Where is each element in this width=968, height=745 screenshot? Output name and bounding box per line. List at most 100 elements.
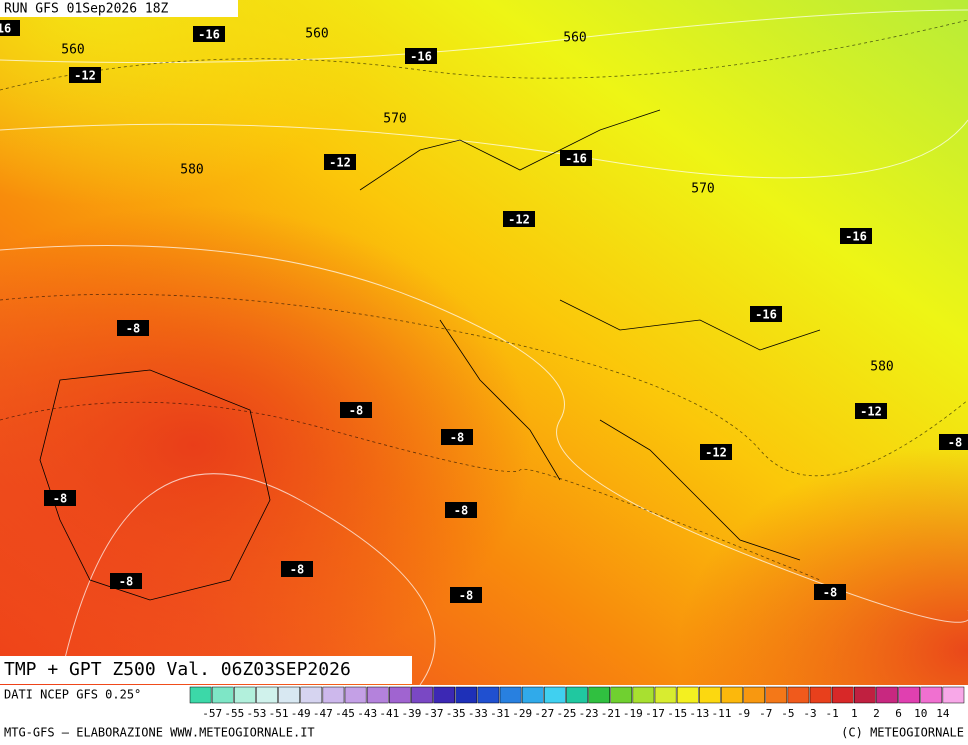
temp-label: -8 xyxy=(53,492,67,506)
scale-swatch xyxy=(433,686,455,704)
label-box xyxy=(340,402,372,418)
scale-swatch xyxy=(654,686,677,704)
scale-swatch xyxy=(743,686,765,704)
scale-swatch xyxy=(854,686,876,704)
scale-label: -41 xyxy=(379,707,399,720)
label-box xyxy=(814,584,846,600)
label-box xyxy=(0,20,20,36)
scale-label: -31 xyxy=(490,707,510,720)
height-label: 560 xyxy=(305,27,328,42)
scale-label: 2 xyxy=(873,707,880,720)
temp-label: -8 xyxy=(948,436,962,450)
scale-label: -25 xyxy=(556,707,576,720)
label-box xyxy=(69,67,101,83)
temp-label: -16 xyxy=(845,230,867,244)
scale-label: -1 xyxy=(826,707,839,720)
temp-label: -12 xyxy=(74,69,96,83)
scale-label: -27 xyxy=(534,707,554,720)
scale-label: -15 xyxy=(667,707,687,720)
label-box xyxy=(840,228,872,244)
temp-label: -8 xyxy=(450,431,464,445)
scale-label: -29 xyxy=(512,707,532,720)
label-box xyxy=(281,561,313,577)
height-label: 570 xyxy=(691,182,714,197)
height-label: 580 xyxy=(870,360,893,375)
temp-label: -8 xyxy=(290,563,304,577)
scale-label: 10 xyxy=(914,707,927,720)
temp-label: -16 xyxy=(198,28,220,42)
height-label: 580 xyxy=(180,163,203,178)
label-box xyxy=(193,26,225,42)
scale-swatch xyxy=(610,686,633,704)
scale-swatch xyxy=(322,686,345,704)
scale-swatch xyxy=(787,686,810,704)
scale-label: -51 xyxy=(269,707,289,720)
scale-swatch xyxy=(389,686,411,704)
label-box xyxy=(324,154,356,170)
temp-label: -16 xyxy=(410,50,432,64)
temp-label: -12 xyxy=(329,156,351,170)
temp-label: -8 xyxy=(823,586,837,600)
temp-label: -12 xyxy=(705,446,727,460)
scale-swatch xyxy=(300,686,323,704)
scale-swatch xyxy=(278,686,300,704)
scale-label: -35 xyxy=(446,707,466,720)
temp-label: -16 xyxy=(755,308,777,322)
label-box xyxy=(117,320,149,336)
scale-swatch xyxy=(676,686,699,704)
temp-label: -8 xyxy=(454,504,468,518)
temp-label: -12 xyxy=(860,405,882,419)
scale-swatch xyxy=(366,686,389,704)
scale-swatch xyxy=(544,686,566,704)
scale-swatch xyxy=(499,686,522,704)
scale-swatch xyxy=(721,686,743,704)
scale-label: 6 xyxy=(895,707,902,720)
label-box xyxy=(110,573,142,589)
scale-label: -23 xyxy=(579,707,599,720)
scale-label: 14 xyxy=(936,707,950,720)
label-box xyxy=(750,306,782,322)
scale-swatch xyxy=(831,686,854,704)
temp-label: -16 xyxy=(565,152,587,166)
scale-swatch xyxy=(455,686,478,704)
scale-swatch xyxy=(920,686,943,704)
label-box xyxy=(441,429,473,445)
scale-label: -9 xyxy=(737,707,750,720)
label-box xyxy=(939,434,968,450)
temp-label: -12 xyxy=(508,213,530,227)
scale-label: -37 xyxy=(424,707,444,720)
scale-label: -33 xyxy=(468,707,488,720)
label-box xyxy=(405,48,437,64)
scale-swatch xyxy=(876,686,898,704)
scale-swatch xyxy=(521,686,544,704)
scale-label: -43 xyxy=(357,707,377,720)
scale-label: -47 xyxy=(313,707,333,720)
scale-swatch xyxy=(942,686,965,704)
temp-label: -8 xyxy=(459,589,473,603)
map xyxy=(0,0,968,686)
credit: MTG-GFS – ELABORAZIONE WWW.METEOGIORNALE… xyxy=(4,726,315,740)
scale-label: -45 xyxy=(335,707,355,720)
label-box xyxy=(855,403,887,419)
scale-swatch xyxy=(256,686,278,704)
label-box xyxy=(700,444,732,460)
scale-label: -49 xyxy=(291,707,311,720)
source: DATI NCEP GFS 0.25° xyxy=(4,688,141,702)
label-box xyxy=(445,502,477,518)
scale-swatch xyxy=(344,686,367,704)
scale-label: -11 xyxy=(711,707,731,720)
height-label: 560 xyxy=(61,43,84,58)
scale-swatch xyxy=(809,686,832,704)
run-label: RUN GFS 01Sep2026 18Z xyxy=(4,2,169,17)
scale-label: -17 xyxy=(645,707,665,720)
temp-label: 16 xyxy=(0,22,11,36)
scale-swatch xyxy=(411,686,433,704)
scale-label: -13 xyxy=(689,707,709,720)
height-label: 570 xyxy=(383,112,406,127)
scale-swatch xyxy=(234,686,256,704)
height-label: 560 xyxy=(563,31,586,46)
scale-label: 1 xyxy=(851,707,858,720)
scale-swatch xyxy=(632,686,655,704)
scale-swatch xyxy=(765,686,788,704)
